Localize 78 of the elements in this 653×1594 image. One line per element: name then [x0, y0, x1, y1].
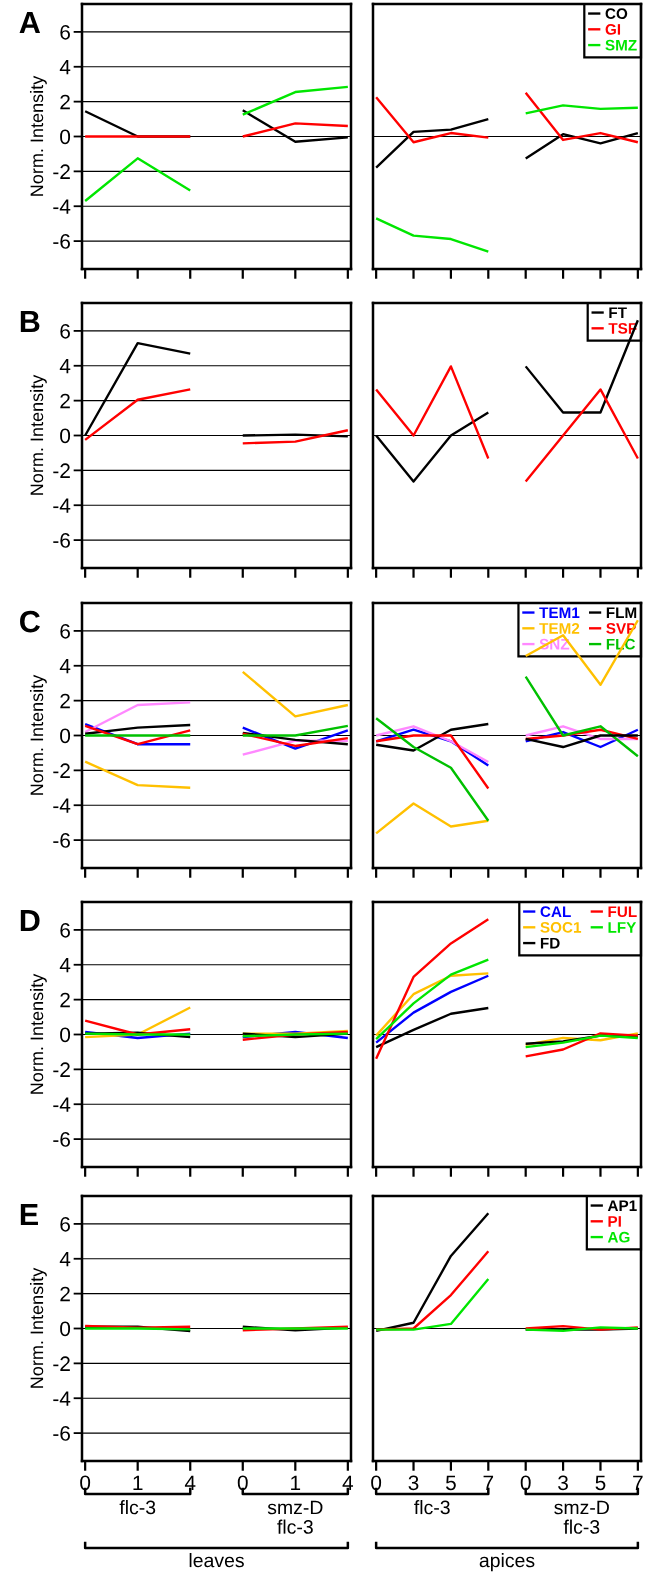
y-axis-title: Norm. Intensity — [29, 75, 47, 196]
y-tick-label: -2 — [53, 763, 70, 778]
x-tick-label: 0 — [371, 1475, 382, 1491]
y-tick-label: -4 — [53, 1097, 71, 1112]
y-tick-label: 2 — [60, 1286, 70, 1302]
legend-label: AG — [607, 1231, 630, 1243]
legend-label: FUL — [608, 906, 637, 918]
chart-title: E — [20, 1204, 38, 1226]
legend-label: AP1 — [607, 1200, 637, 1211]
y-tick-label: 4 — [59, 957, 71, 973]
y-tick-label: 6 — [60, 323, 70, 339]
y-tick-label: 0 — [60, 428, 71, 444]
x-tick-label: 7 — [483, 1475, 494, 1490]
y-tick-label: 6 — [60, 24, 70, 40]
y-tick-label: 6 — [60, 1216, 70, 1232]
y-tick-label: 0 — [60, 129, 71, 145]
y-tick-label: 6 — [60, 623, 70, 639]
x-tick-label: 4 — [342, 1475, 354, 1490]
y-axis-title: Norm. Intensity — [29, 674, 47, 795]
y-tick-label: -6 — [53, 1132, 70, 1147]
x-tick-label: 4 — [184, 1475, 196, 1490]
x-tick-label: 1 — [133, 1475, 143, 1490]
y-tick-label: -2 — [53, 1356, 70, 1371]
y-tick-label: -6 — [53, 234, 70, 249]
legend-label: FT — [609, 307, 627, 318]
y-tick-label: 6 — [60, 922, 70, 938]
y-tick-label: -4 — [53, 1391, 71, 1406]
x-tick-label: 3 — [408, 1475, 419, 1491]
legend-label: CO — [605, 8, 628, 20]
text: smz-D flc-3 — [554, 1500, 609, 1534]
y-tick-label: 2 — [60, 393, 70, 409]
y-tick-label: -4 — [53, 199, 71, 214]
y-tick-label: 0 — [60, 1027, 71, 1043]
text: smz-D flc-3 — [267, 1500, 323, 1534]
legend-label: FLM — [606, 607, 637, 618]
legend-label: SOC1 — [540, 921, 582, 933]
x-tick-label: 3 — [558, 1475, 568, 1491]
legend-label: PI — [608, 1216, 621, 1227]
text: flc-3 — [119, 1500, 156, 1515]
x-tick-label: 5 — [445, 1475, 456, 1491]
y-tick-label: 0 — [60, 1321, 71, 1337]
y-tick-label: 4 — [59, 1251, 71, 1267]
x-tick-label: 0 — [80, 1475, 91, 1491]
chart-title: C — [20, 610, 41, 633]
x-tick-label: 5 — [595, 1475, 606, 1491]
y-axis-title: Norm. Intensity — [29, 1267, 47, 1388]
y-tick-label: -2 — [53, 164, 70, 179]
legend-label: GI — [605, 23, 621, 35]
y-tick-label: 0 — [60, 728, 71, 744]
y-axis-title: Norm. Intensity — [29, 374, 47, 495]
y-tick-label: -6 — [53, 533, 70, 548]
y-axis-title: Norm. Intensity — [29, 973, 47, 1094]
legend-label: TEM2 — [539, 622, 580, 634]
y-tick-label: 4 — [59, 59, 71, 75]
y-tick-label: 4 — [59, 358, 71, 374]
chart-title: B — [20, 311, 40, 333]
y-tick-label: 2 — [60, 94, 70, 110]
text: apices — [479, 1553, 535, 1572]
x-tick-label: 0 — [520, 1475, 531, 1491]
chart-title: D — [20, 910, 40, 932]
legend-label: CAL — [540, 906, 571, 918]
y-tick-label: 2 — [60, 693, 70, 709]
y-tick-label: -6 — [53, 833, 70, 848]
legend-label: LFY — [608, 922, 637, 933]
y-tick-label: -4 — [53, 498, 71, 513]
legend-label: SMZ — [605, 39, 637, 51]
legend-label: TEM1 — [539, 607, 580, 618]
y-tick-label: -2 — [53, 463, 70, 478]
text: flc-3 — [414, 1500, 450, 1515]
y-tick-label: -2 — [53, 1062, 70, 1077]
y-tick-label: 2 — [60, 992, 70, 1008]
y-tick-label: -6 — [53, 1426, 70, 1441]
chart-title: A — [19, 12, 41, 34]
text: leaves — [189, 1553, 244, 1568]
x-tick-label: 1 — [291, 1475, 301, 1490]
y-tick-label: -4 — [53, 798, 71, 813]
y-tick-label: 4 — [59, 658, 71, 674]
legend-label: FD — [540, 937, 560, 949]
